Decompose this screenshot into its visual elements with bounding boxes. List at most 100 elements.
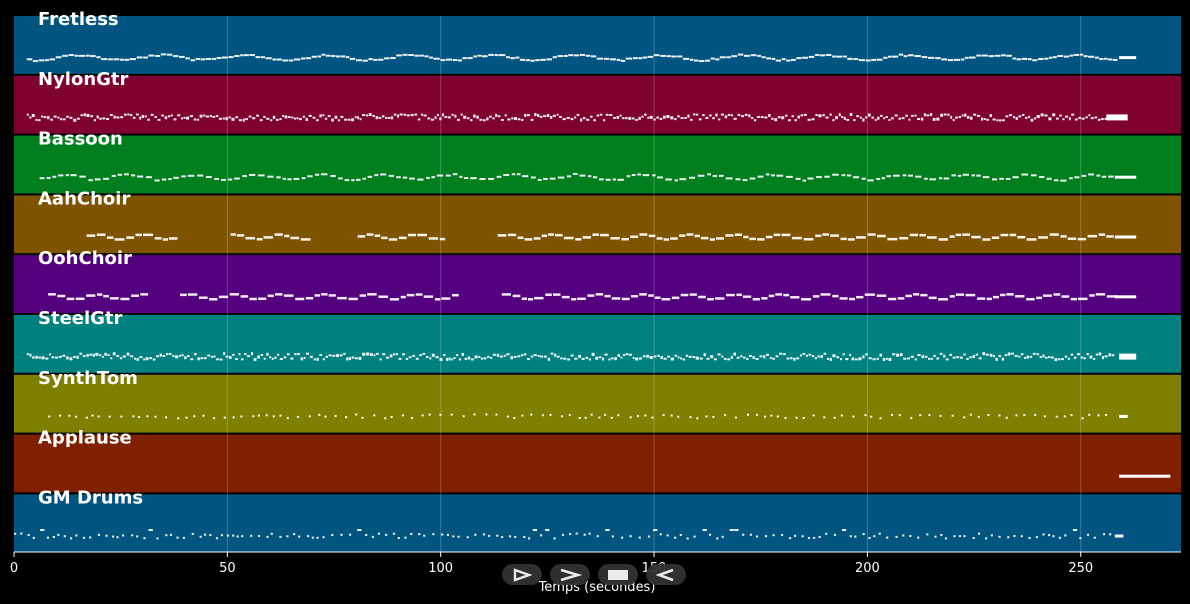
note xyxy=(1030,174,1037,177)
note xyxy=(1100,118,1104,121)
note xyxy=(530,59,535,62)
note xyxy=(682,57,690,60)
note xyxy=(528,537,531,540)
note xyxy=(213,355,216,358)
note xyxy=(279,118,282,121)
note xyxy=(742,533,745,536)
note xyxy=(359,294,366,297)
note xyxy=(105,117,110,120)
note xyxy=(1060,179,1067,182)
note xyxy=(1001,119,1005,122)
note xyxy=(339,354,343,357)
note xyxy=(316,357,319,361)
note xyxy=(144,115,147,118)
note xyxy=(177,114,181,117)
note xyxy=(1038,236,1048,239)
note xyxy=(167,115,171,118)
note xyxy=(130,174,136,177)
note xyxy=(871,116,875,119)
note xyxy=(939,352,943,355)
note xyxy=(757,175,764,178)
note xyxy=(782,353,786,356)
note xyxy=(79,54,86,57)
track-band-bassoon xyxy=(14,135,1181,194)
fast-forward-button[interactable] xyxy=(550,564,590,585)
note xyxy=(585,356,589,359)
note xyxy=(646,354,649,358)
stop-button[interactable] xyxy=(598,564,638,585)
note xyxy=(406,293,415,297)
note xyxy=(840,414,843,417)
note xyxy=(951,174,956,177)
note xyxy=(492,117,495,120)
note xyxy=(963,353,966,356)
note xyxy=(492,353,497,356)
note xyxy=(1044,57,1049,60)
track-notes-bassoon xyxy=(39,172,1137,182)
note xyxy=(267,175,274,178)
note xyxy=(734,529,739,532)
note xyxy=(815,234,822,238)
note xyxy=(380,173,387,176)
note xyxy=(207,354,211,357)
note xyxy=(603,57,610,60)
note xyxy=(362,177,367,180)
note xyxy=(414,54,419,57)
note xyxy=(822,114,825,117)
note xyxy=(744,113,748,116)
note xyxy=(169,533,173,536)
note xyxy=(116,536,119,539)
note xyxy=(346,357,349,361)
note xyxy=(817,355,820,358)
note xyxy=(300,357,303,361)
note xyxy=(921,56,928,59)
note xyxy=(636,415,639,418)
note xyxy=(322,114,325,117)
note xyxy=(957,174,962,177)
note xyxy=(187,293,198,296)
note xyxy=(499,54,506,57)
note xyxy=(712,175,717,178)
note xyxy=(156,355,159,358)
note xyxy=(193,415,196,418)
note xyxy=(989,353,993,357)
note xyxy=(136,175,144,178)
note xyxy=(926,236,937,239)
note xyxy=(240,295,249,298)
note xyxy=(898,53,904,56)
note xyxy=(234,177,240,180)
note xyxy=(305,352,310,355)
note xyxy=(781,233,791,237)
note xyxy=(580,118,583,122)
note xyxy=(458,59,462,62)
note xyxy=(981,54,988,57)
note xyxy=(792,236,802,240)
note xyxy=(803,113,807,116)
note xyxy=(1043,415,1046,418)
note xyxy=(467,117,470,120)
note xyxy=(88,179,93,182)
note xyxy=(328,354,332,357)
note xyxy=(867,179,874,182)
note xyxy=(73,355,76,358)
stop-icon xyxy=(608,569,628,580)
note xyxy=(620,59,626,62)
note xyxy=(106,236,114,239)
note xyxy=(969,413,972,416)
note xyxy=(867,233,876,236)
note xyxy=(802,417,805,420)
play-button[interactable] xyxy=(502,564,542,585)
note xyxy=(77,117,80,120)
note xyxy=(91,414,94,417)
note xyxy=(168,352,172,355)
rewind-button[interactable] xyxy=(646,564,686,585)
note xyxy=(865,116,868,119)
note xyxy=(749,177,756,180)
note xyxy=(813,536,816,539)
note xyxy=(277,353,280,356)
note xyxy=(129,114,133,117)
note xyxy=(584,416,587,419)
note xyxy=(175,355,179,359)
note xyxy=(312,116,316,119)
note xyxy=(719,56,726,59)
